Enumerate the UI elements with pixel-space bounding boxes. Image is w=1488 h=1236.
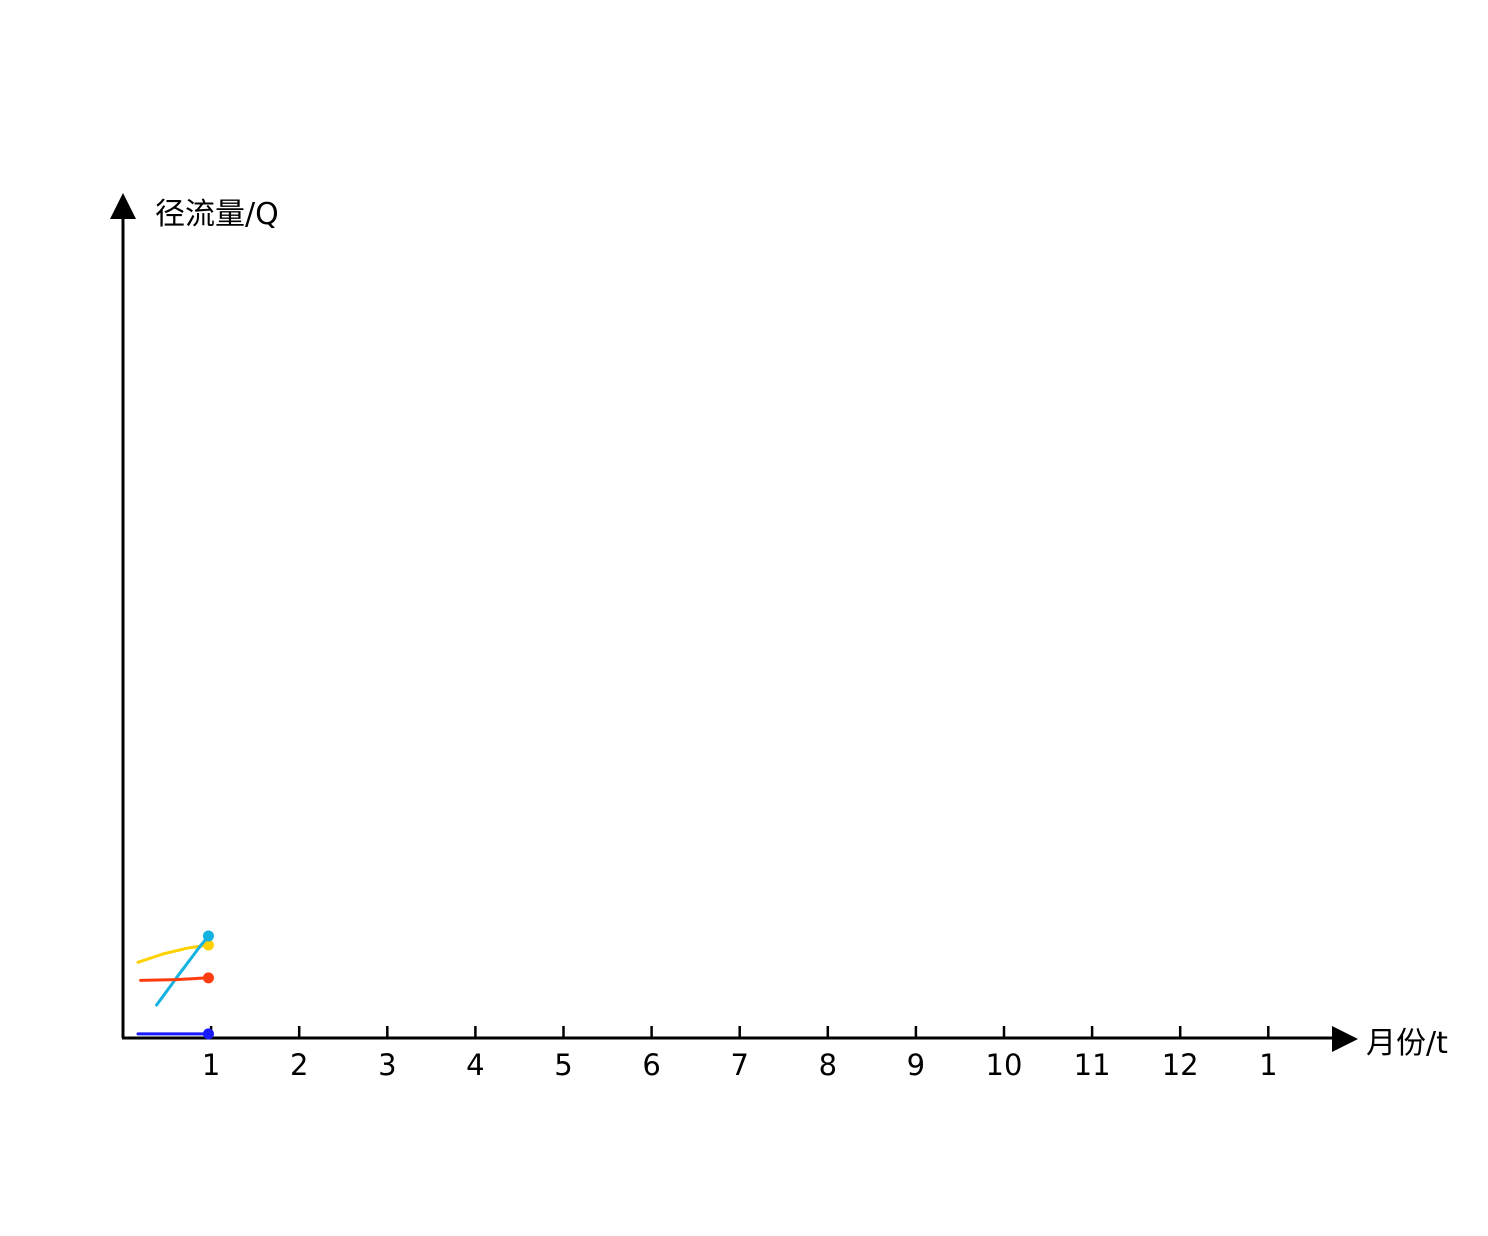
series-line-1 [155, 934, 210, 1007]
x-tick-label: 6 [642, 1048, 660, 1082]
series-point-1 [202, 930, 214, 942]
axes: 径流量/Q 月份/t [110, 193, 1448, 1061]
x-tick-label: 2 [290, 1048, 308, 1082]
x-tick-label: 9 [907, 1048, 925, 1082]
x-axis-arrow-icon [1332, 1026, 1358, 1052]
series-group [136, 930, 214, 1040]
x-tick-label: 3 [378, 1048, 396, 1082]
x-tick-label: 10 [986, 1048, 1023, 1082]
series-line-0 [136, 943, 210, 964]
x-tick-label: 7 [730, 1048, 748, 1082]
series-line-2 [139, 976, 210, 982]
x-tick-label: 11 [1074, 1048, 1111, 1082]
y-axis-label: 径流量/Q [155, 197, 279, 232]
x-tick-label: 5 [554, 1048, 572, 1082]
x-tick-label: 4 [466, 1048, 484, 1082]
x-tick-label: 1 [1259, 1048, 1277, 1082]
x-tick-label: 8 [819, 1048, 837, 1082]
series-point-0 [202, 939, 214, 951]
x-tick-label: 1 [202, 1048, 220, 1082]
y-axis-arrow-icon [110, 193, 136, 219]
x-ticks: 1 2 3 4 5 6 7 8 9 10 11 12 1 [202, 1026, 1278, 1082]
series-point-2 [202, 972, 214, 984]
x-axis-label: 月份/t [1366, 1026, 1448, 1061]
series-point-3 [202, 1028, 214, 1040]
x-tick-label: 12 [1162, 1048, 1199, 1082]
